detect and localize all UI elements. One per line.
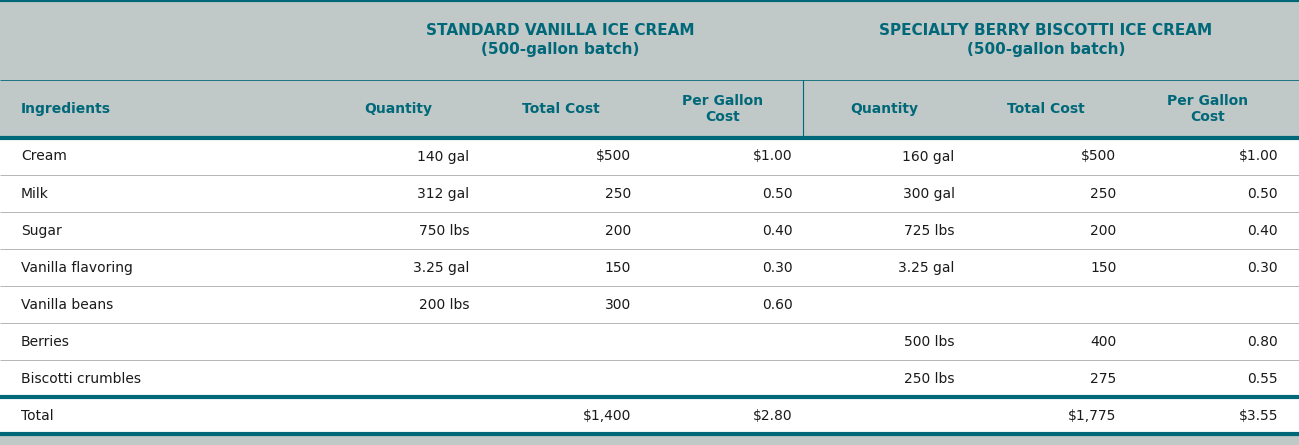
Text: 0.50: 0.50 xyxy=(763,186,792,201)
Text: $500: $500 xyxy=(596,150,631,163)
Text: Per Gallon
Cost: Per Gallon Cost xyxy=(1167,94,1248,124)
Text: 150: 150 xyxy=(1090,260,1116,275)
Bar xyxy=(0,286,1299,323)
Bar xyxy=(0,80,1299,138)
Text: 200 lbs: 200 lbs xyxy=(418,298,469,312)
Text: 160 gal: 160 gal xyxy=(903,150,955,163)
Text: Vanilla beans: Vanilla beans xyxy=(21,298,113,312)
Text: Total Cost: Total Cost xyxy=(522,102,599,116)
Text: Quantity: Quantity xyxy=(850,102,918,116)
Text: $1.00: $1.00 xyxy=(1238,150,1278,163)
Bar xyxy=(0,360,1299,397)
Text: 0.50: 0.50 xyxy=(1247,186,1278,201)
Bar xyxy=(0,323,1299,360)
Text: 200: 200 xyxy=(605,223,631,238)
Bar xyxy=(0,249,1299,286)
Text: 250 lbs: 250 lbs xyxy=(904,372,955,385)
Text: $1,400: $1,400 xyxy=(583,409,631,422)
Text: 300 gal: 300 gal xyxy=(903,186,955,201)
Text: 0.40: 0.40 xyxy=(763,223,792,238)
Bar xyxy=(0,175,1299,212)
Text: $1,775: $1,775 xyxy=(1068,409,1116,422)
Bar xyxy=(0,212,1299,249)
Text: $3.55: $3.55 xyxy=(1239,409,1278,422)
Text: 750 lbs: 750 lbs xyxy=(418,223,469,238)
Text: 0.30: 0.30 xyxy=(1247,260,1278,275)
Text: STANDARD VANILLA ICE CREAM
(500-gallon batch): STANDARD VANILLA ICE CREAM (500-gallon b… xyxy=(426,23,695,57)
Text: 300: 300 xyxy=(605,298,631,312)
Text: $1.00: $1.00 xyxy=(753,150,792,163)
Text: 140 gal: 140 gal xyxy=(417,150,469,163)
Text: 312 gal: 312 gal xyxy=(417,186,469,201)
Text: 0.60: 0.60 xyxy=(763,298,792,312)
Text: 725 lbs: 725 lbs xyxy=(904,223,955,238)
Text: 3.25 gal: 3.25 gal xyxy=(413,260,469,275)
Text: Sugar: Sugar xyxy=(21,223,61,238)
Text: 275: 275 xyxy=(1090,372,1116,385)
Text: 250: 250 xyxy=(605,186,631,201)
Text: $2.80: $2.80 xyxy=(753,409,792,422)
Text: $500: $500 xyxy=(1081,150,1116,163)
Text: 200: 200 xyxy=(1090,223,1116,238)
Text: Per Gallon
Cost: Per Gallon Cost xyxy=(682,94,763,124)
Text: 0.40: 0.40 xyxy=(1247,223,1278,238)
Text: 3.25 gal: 3.25 gal xyxy=(898,260,955,275)
Text: 0.55: 0.55 xyxy=(1247,372,1278,385)
Text: Quantity: Quantity xyxy=(365,102,433,116)
Text: Total: Total xyxy=(21,409,53,422)
Text: 500 lbs: 500 lbs xyxy=(904,335,955,348)
Text: Cream: Cream xyxy=(21,150,66,163)
Text: Biscotti crumbles: Biscotti crumbles xyxy=(21,372,140,385)
Text: Total Cost: Total Cost xyxy=(1007,102,1085,116)
Text: Milk: Milk xyxy=(21,186,48,201)
Text: SPECIALTY BERRY BISCOTTI ICE CREAM
(500-gallon batch): SPECIALTY BERRY BISCOTTI ICE CREAM (500-… xyxy=(879,23,1212,57)
Text: Ingredients: Ingredients xyxy=(21,102,110,116)
Text: 150: 150 xyxy=(604,260,631,275)
Bar xyxy=(0,0,1299,80)
Text: 400: 400 xyxy=(1090,335,1116,348)
Text: 250: 250 xyxy=(1090,186,1116,201)
Bar xyxy=(0,138,1299,175)
Bar xyxy=(0,397,1299,434)
Text: 0.30: 0.30 xyxy=(763,260,792,275)
Text: Berries: Berries xyxy=(21,335,70,348)
Text: 0.80: 0.80 xyxy=(1247,335,1278,348)
Text: Vanilla flavoring: Vanilla flavoring xyxy=(21,260,132,275)
